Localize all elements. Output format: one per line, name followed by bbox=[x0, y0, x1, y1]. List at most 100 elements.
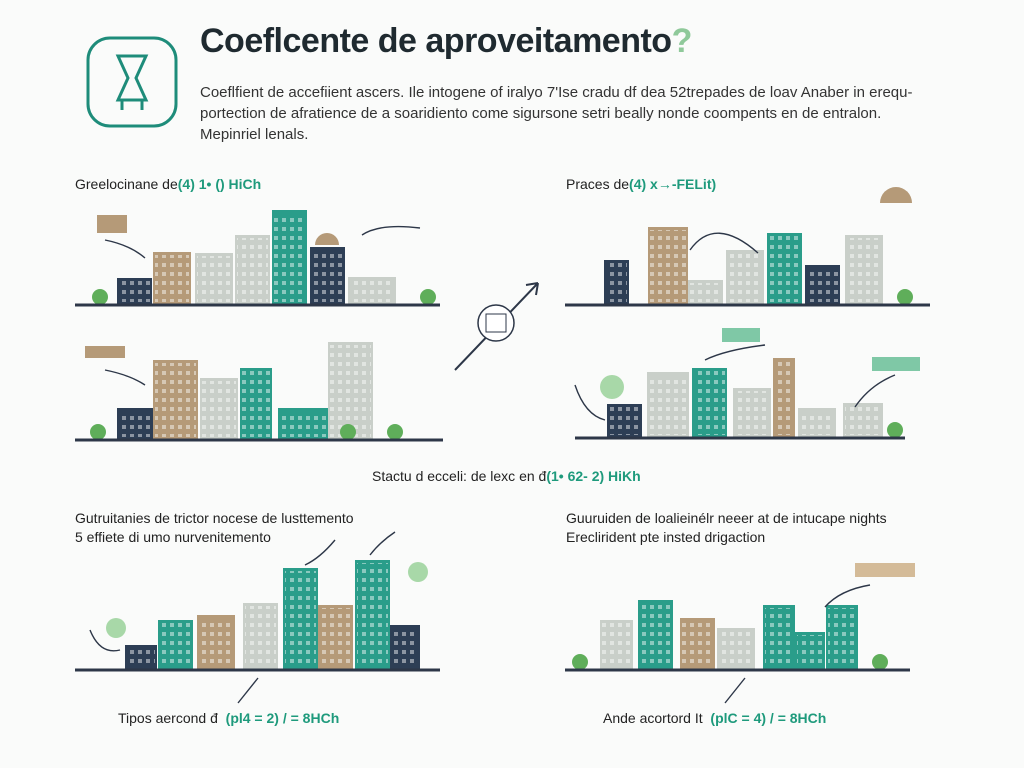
windows bbox=[197, 256, 231, 302]
label: Stactu d ecceli: de lexc en đ bbox=[372, 468, 547, 484]
center-icon bbox=[477, 304, 515, 342]
windows bbox=[357, 563, 388, 667]
panel-footer: Tipos aercond đ (pl4 = 2) / = 8HCh bbox=[118, 710, 339, 726]
intro-line: Mepinriel lenals. bbox=[200, 126, 309, 143]
badge bbox=[408, 562, 428, 582]
tree bbox=[872, 654, 888, 670]
dome bbox=[880, 187, 912, 203]
badge bbox=[600, 375, 624, 399]
tag bbox=[855, 563, 915, 577]
badge bbox=[106, 618, 126, 638]
windows bbox=[242, 371, 270, 437]
pointer-arrow bbox=[237, 677, 259, 704]
windows bbox=[127, 648, 155, 667]
label: Greelocinane de bbox=[75, 176, 178, 192]
pointer-arrow bbox=[854, 374, 896, 408]
panel-footer: Ande acortord It (plC = 4) / = 8HCh bbox=[603, 710, 826, 726]
windows bbox=[602, 623, 631, 667]
label: Praces de bbox=[566, 176, 630, 192]
windows bbox=[682, 621, 713, 667]
windows bbox=[640, 603, 671, 667]
tree bbox=[387, 424, 403, 440]
windows bbox=[155, 255, 189, 302]
pointer-arrow bbox=[704, 344, 766, 361]
windows bbox=[807, 268, 838, 302]
windows bbox=[245, 606, 276, 667]
dome bbox=[315, 233, 339, 245]
windows bbox=[650, 230, 686, 302]
windows bbox=[330, 345, 371, 437]
tag bbox=[722, 328, 760, 342]
tag bbox=[97, 215, 127, 233]
title-mark: ? bbox=[671, 22, 693, 60]
windows bbox=[285, 571, 316, 667]
formula: (pl4 = 2) / = 8HCh bbox=[225, 710, 340, 726]
windows bbox=[155, 363, 196, 437]
pointer-arrow bbox=[89, 629, 121, 652]
windows bbox=[312, 250, 343, 302]
panel-heading: Praces de(4) x→-FELit) bbox=[566, 176, 716, 192]
tree bbox=[572, 654, 588, 670]
tree bbox=[897, 289, 913, 305]
pointer-arrow bbox=[824, 584, 871, 608]
pointer-arrow bbox=[689, 232, 759, 254]
windows bbox=[765, 608, 793, 667]
panel-line: Gutruitanies de trictor nocese de lustte… bbox=[75, 510, 354, 526]
windows bbox=[392, 628, 418, 667]
icon-chair bbox=[115, 54, 149, 110]
windows bbox=[350, 280, 394, 302]
pointer-arrow bbox=[304, 539, 336, 566]
panel-heading: Greelocinane de(4) 1• () HiCh bbox=[75, 176, 261, 192]
windows bbox=[202, 381, 236, 437]
pointer-arrow bbox=[104, 369, 146, 386]
windows bbox=[800, 411, 834, 435]
windows bbox=[606, 263, 627, 302]
windows bbox=[609, 407, 640, 435]
label: Ande acortord It bbox=[603, 710, 703, 726]
tree bbox=[340, 424, 356, 440]
windows bbox=[237, 238, 268, 302]
title-text: Coeflcente de aproveitamento bbox=[200, 22, 672, 60]
tree bbox=[887, 422, 903, 438]
windows bbox=[775, 361, 793, 435]
windows bbox=[274, 213, 305, 302]
windows bbox=[694, 371, 725, 435]
tree bbox=[420, 289, 436, 305]
windows bbox=[119, 411, 153, 437]
windows bbox=[199, 618, 233, 667]
panel-heading: Stactu d ecceli: de lexc en đ(1• 62- 2) … bbox=[372, 468, 641, 484]
windows bbox=[320, 608, 351, 667]
windows bbox=[728, 253, 762, 302]
windows bbox=[690, 283, 721, 302]
icon-frame bbox=[86, 36, 178, 128]
windows bbox=[797, 635, 823, 667]
tree bbox=[90, 424, 106, 440]
label: Tipos aercond đ bbox=[118, 710, 218, 726]
windows bbox=[845, 406, 881, 435]
formula: (4) x→-FELit) bbox=[629, 176, 717, 192]
pointer-arrow bbox=[369, 531, 396, 556]
windows bbox=[649, 375, 687, 435]
panel-line: Guuruiden de loalieinélr neeer at de int… bbox=[566, 510, 887, 526]
formula: (1• 62- 2) HiKh bbox=[546, 468, 641, 484]
pointer-arrow bbox=[104, 239, 146, 259]
scenes bbox=[75, 187, 930, 704]
intro-line: portection de afratience de a soaridient… bbox=[200, 105, 882, 122]
pointer-arrow bbox=[724, 677, 746, 704]
pointer-arrow bbox=[574, 384, 606, 421]
tree bbox=[92, 289, 108, 305]
formula: (4) 1• () HiCh bbox=[177, 176, 262, 192]
windows bbox=[769, 236, 800, 302]
windows bbox=[119, 281, 150, 302]
pointer-arrow bbox=[361, 225, 421, 236]
tag bbox=[85, 346, 125, 358]
windows bbox=[160, 623, 191, 667]
windows bbox=[828, 608, 856, 667]
windows bbox=[719, 631, 753, 667]
tag bbox=[872, 357, 920, 371]
windows bbox=[280, 411, 326, 437]
intro-line: Coeflfient de accefiient ascers. Ile int… bbox=[200, 84, 913, 101]
title: Coeflcente de aproveitamento? bbox=[200, 22, 692, 61]
